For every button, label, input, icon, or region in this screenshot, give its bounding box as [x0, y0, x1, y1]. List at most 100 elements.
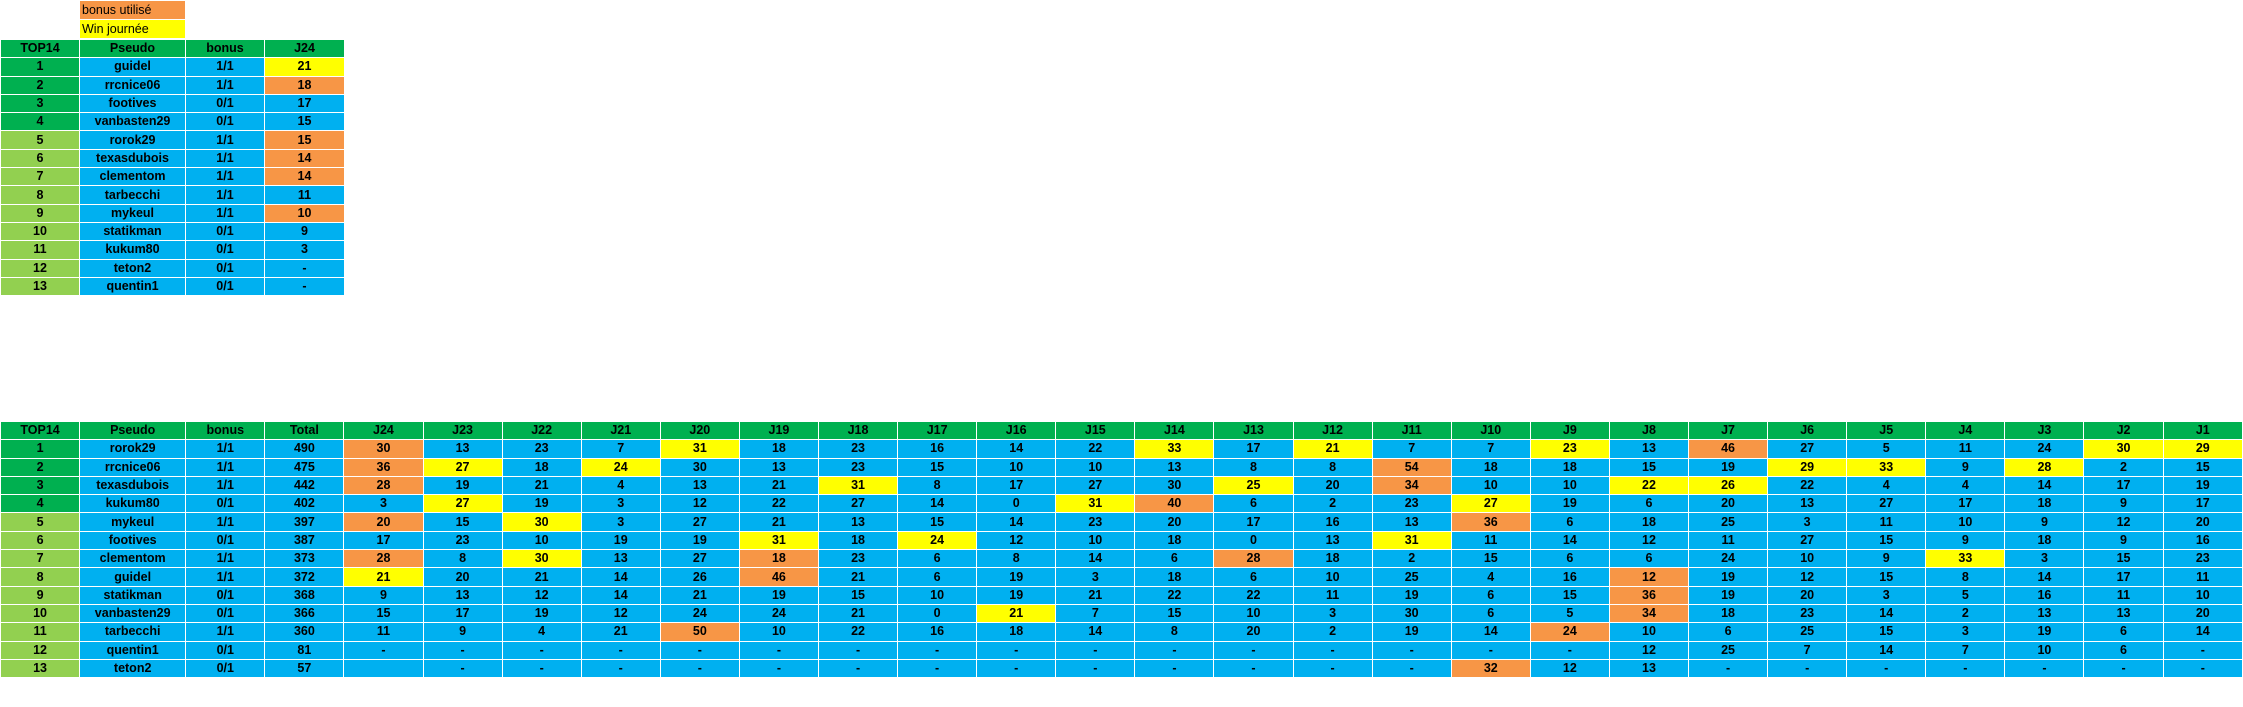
day-score-cell: 8 — [897, 475, 978, 496]
day-score-cell: 6 — [1450, 603, 1531, 624]
day-score-cell: 21 — [817, 567, 899, 587]
day-score-cell: 15 — [1846, 622, 1927, 642]
pseudo-cell: kukum80 — [79, 240, 186, 260]
total-cell: 387 — [264, 530, 345, 551]
pseudo-cell: rrcnice06 — [79, 75, 186, 95]
bonus-cell: 0/1 — [185, 603, 266, 624]
pseudo-cell: mykeul — [79, 512, 187, 532]
day-score-cell: 19 — [1371, 585, 1452, 605]
day-score-cell: 9 — [1846, 549, 1927, 569]
day-score-cell: 6 — [1688, 622, 1769, 642]
day-score-cell: 14 — [1055, 549, 1136, 569]
pseudo-cell: clementom — [79, 549, 187, 569]
day-score-cell: 15 — [897, 457, 978, 477]
day-score-cell: 5 — [1846, 439, 1927, 459]
bonus-cell: 1/1 — [185, 203, 265, 223]
day-score-cell: 16 — [2162, 530, 2243, 551]
day-score-cell: 16 — [2004, 585, 2085, 605]
day-score-cell: 24 — [1529, 622, 1610, 642]
day-score-cell: 7 — [1055, 603, 1136, 624]
day-score-cell: 0 — [897, 603, 978, 624]
day-score-cell: - — [659, 640, 740, 660]
pseudo-cell: teton2 — [79, 658, 187, 679]
total-cell: 360 — [264, 622, 345, 642]
day-score-cell: 23 — [817, 457, 899, 477]
table-row: 10 statikman 0/1 9 — [0, 221, 345, 242]
day-score-cell: - — [817, 658, 899, 679]
day-score-cell: 9 — [2004, 512, 2085, 532]
day-score-cell: 21 — [738, 512, 819, 532]
day-score-cell: 13 — [580, 549, 661, 569]
column-header: J1 — [2162, 420, 2243, 441]
day-score-cell: 33 — [1134, 439, 1215, 459]
day-score-cell: 27 — [817, 494, 899, 514]
day-score-cell: 8 — [422, 549, 503, 569]
pseudo-cell: texasdubois — [79, 475, 187, 496]
day-score-cell: 19 — [659, 530, 740, 551]
rank-cell: 5 — [0, 130, 80, 150]
table-row: 9 mykeul 1/1 10 — [0, 203, 345, 223]
pseudo-cell: teton2 — [79, 258, 186, 278]
column-header: J23 — [422, 420, 503, 441]
day-score-cell: 33 — [1925, 549, 2006, 569]
day-score-cell: 40 — [1134, 494, 1215, 514]
day-score-cell: 10 — [1529, 475, 1610, 496]
column-header: Pseudo — [79, 420, 187, 441]
day-score-cell: 3 — [1767, 512, 1848, 532]
table-row: 8 tarbecchi 1/1 11 — [0, 185, 345, 205]
total-cell: 442 — [264, 475, 345, 496]
day-score-cell: 19 — [976, 585, 1057, 605]
table-row: 6 footives 0/1 387 17 23 10 19 19 31 18 24 12 10 18 0 13… — [0, 530, 2243, 551]
column-header: J2 — [2083, 420, 2164, 441]
day-score-cell: - — [976, 658, 1057, 679]
day-score-cell: 20 — [1134, 512, 1215, 532]
day-score-cell: 23 — [1767, 603, 1848, 624]
day-score-cell: 10 — [1292, 567, 1373, 587]
day-score-cell: 13 — [1608, 658, 1690, 679]
day-score-cell: 10 — [976, 457, 1057, 477]
day-score-cell: 15 — [1608, 457, 1690, 477]
bonus-cell: 0/1 — [185, 658, 266, 679]
pseudo-cell: guidel — [79, 567, 187, 587]
day-score-cell: 30 — [659, 457, 740, 477]
day-score-cell: 10 — [1055, 457, 1136, 477]
day-score-cell: 12 — [659, 494, 740, 514]
day-score-cell: 4 — [1846, 475, 1927, 496]
score-cell: 9 — [264, 221, 345, 242]
pseudo-cell: texasdubois — [79, 148, 186, 169]
score-cell: 10 — [264, 203, 345, 223]
rank-cell: 9 — [0, 585, 81, 605]
column-header: J3 — [2004, 420, 2085, 441]
day-score-cell: 14 — [1055, 622, 1136, 642]
pseudo-cell: footives — [79, 93, 186, 114]
column-header: J14 — [1134, 420, 1215, 441]
column-header: J9 — [1529, 420, 1610, 441]
rank-cell: 13 — [0, 658, 81, 679]
day-score-cell: 18 — [1608, 512, 1690, 532]
day-score-cell: 0 — [976, 494, 1057, 514]
day-score-cell: 14 — [897, 494, 978, 514]
day-score-cell: 24 — [2004, 439, 2085, 459]
day-score-cell: 25 — [1767, 622, 1848, 642]
day-score-cell: 21 — [1292, 439, 1373, 459]
table-row: 4 vanbasten29 0/1 15 — [0, 112, 345, 132]
day-score-cell: - — [343, 640, 424, 660]
day-score-cell: 8 — [1292, 457, 1373, 477]
bonus-cell: 1/1 — [185, 512, 266, 532]
day-score-cell: - — [501, 640, 582, 660]
day-score-cell: 3 — [580, 512, 661, 532]
day-score-cell: 23 — [1529, 439, 1610, 459]
day-score-cell: 2 — [1292, 622, 1373, 642]
day-score-cell: 10 — [2162, 585, 2243, 605]
day-score-cell: 6 — [1213, 494, 1294, 514]
day-score-cell: 18 — [1529, 457, 1610, 477]
day-score-cell: 9 — [343, 585, 424, 605]
day-score-cell: 22 — [1767, 475, 1848, 496]
score-cell: - — [264, 276, 345, 297]
rank-cell: 7 — [0, 549, 81, 569]
day-score-cell: 17 — [1213, 439, 1294, 459]
bonus-cell: 0/1 — [185, 530, 266, 551]
day-score-cell: 27 — [1450, 494, 1531, 514]
day-score-cell: 25 — [1371, 567, 1452, 587]
day-score-cell: 15 — [2083, 549, 2164, 569]
